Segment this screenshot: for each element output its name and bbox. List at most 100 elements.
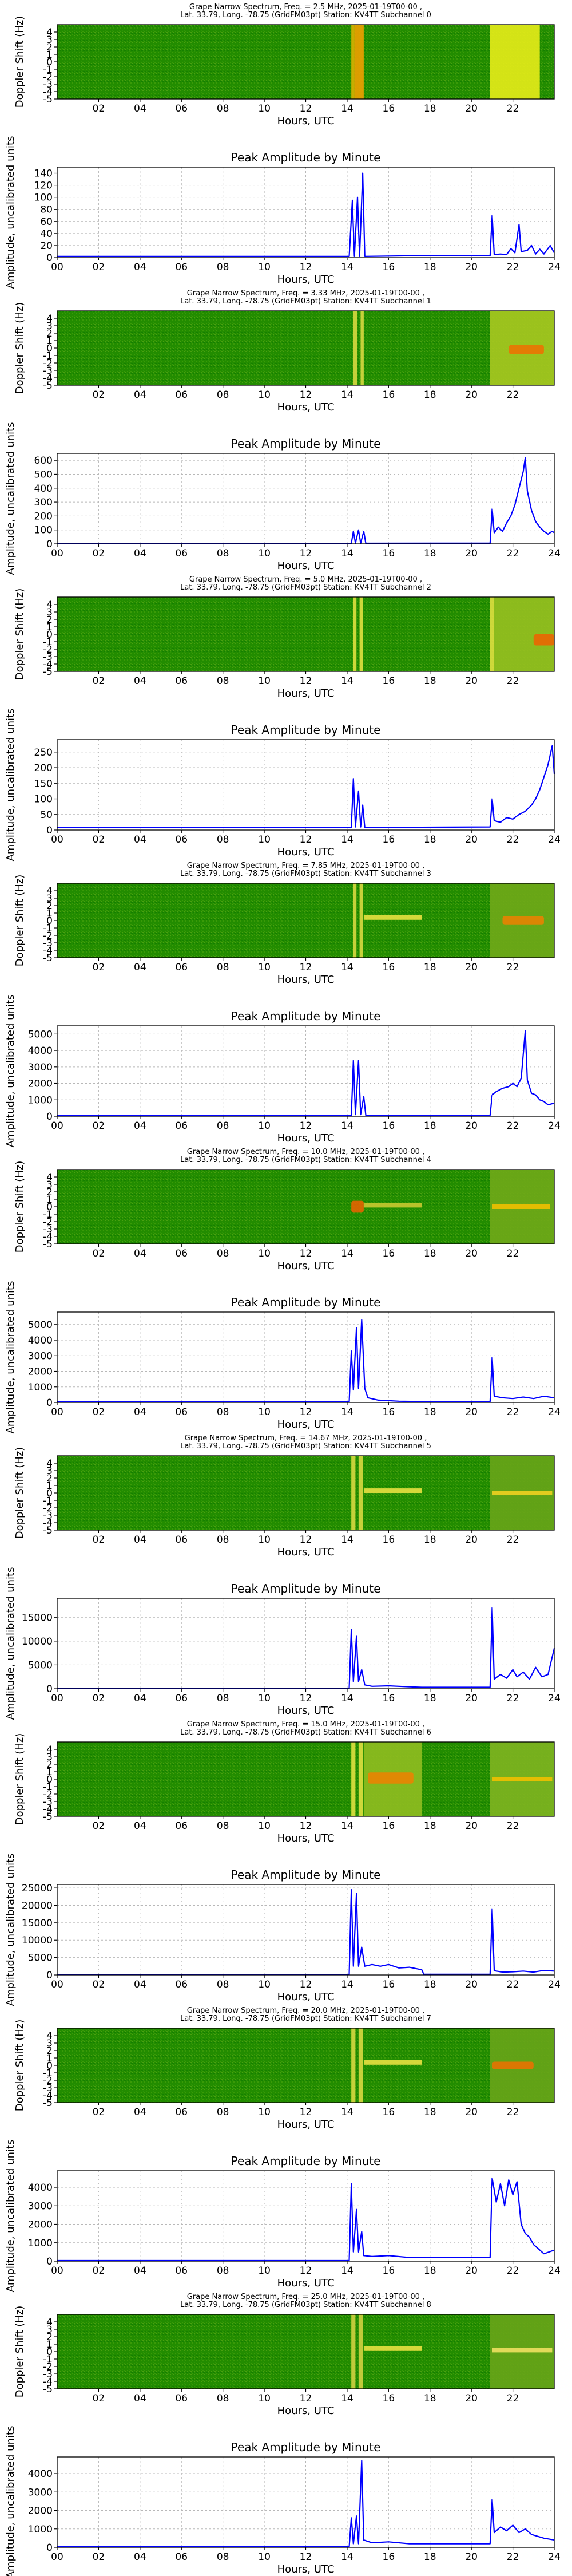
- spectrogram-activity-band: [358, 2314, 363, 2389]
- amplitude-title: Peak Amplitude by Minute: [231, 1582, 381, 1595]
- spectrogram-y-tick-label: -2: [43, 2075, 53, 2087]
- amplitude-x-tick-label: 12: [300, 834, 312, 846]
- amplitude-panel-8: Peak Amplitude by Minute 00 02 04 06 08 10 12 14…: [5, 2426, 561, 2576]
- spectrogram-y-tick-label: -4: [43, 2090, 53, 2101]
- spectrogram-title-line: Grape Narrow Spectrum, Freq. = 15.0 MHz,…: [187, 1720, 424, 1729]
- spectrogram-y-tick-label: 2: [46, 42, 53, 53]
- spectrogram-x-tick-label: 12: [300, 2393, 312, 2404]
- amplitude-title: Peak Amplitude by Minute: [231, 2440, 381, 2454]
- amplitude-x-tick-label: 16: [383, 1406, 395, 1418]
- spectrogram-y-tick-label: 1: [46, 908, 53, 919]
- amplitude-panel-1: Peak Amplitude by Minute 00 02 04 06 08 10 12 14…: [5, 422, 561, 575]
- amplitude-series-line: [57, 172, 555, 257]
- spectrogram-x-tick-label: 10: [258, 1534, 271, 1546]
- spectrogram-y-tick-label: 3: [46, 607, 53, 618]
- spectrogram-y-tick-label: -1: [43, 1209, 53, 1220]
- spectrogram-activity-band: [353, 597, 357, 671]
- amplitude-panel-7: Peak Amplitude by Minute 00 02 04 06 08 10 12 14…: [5, 2140, 561, 2293]
- spectrogram-y-tick-label: 4: [46, 599, 53, 611]
- spectrogram-x-tick-label: 04: [134, 675, 146, 687]
- spectrogram-y-tick-label: 1: [46, 1480, 53, 1492]
- amplitude-y-tick-label: 5000: [28, 1660, 53, 1671]
- spectrogram-background: [57, 883, 554, 958]
- amplitude-frame: [57, 1884, 555, 1976]
- amplitude-y-tick-label: 0: [46, 1970, 53, 1981]
- spectrogram-x-tick-label: 06: [175, 103, 188, 114]
- amplitude-x-tick-label: 16: [383, 1693, 395, 1704]
- amplitude-y-tick-label: 100: [34, 794, 53, 805]
- spectrogram-y-tick-label: 4: [46, 1172, 53, 1183]
- amplitude-frame: [57, 167, 555, 258]
- spectrogram-doppler-trace: [363, 1203, 422, 1208]
- amplitude-x-tick-label: 08: [217, 1979, 229, 1990]
- spectrogram-x-tick-label: 06: [175, 675, 188, 687]
- spectrogram-x-tick-label: 16: [383, 2107, 395, 2118]
- spectrogram-x-tick-label: 10: [258, 1248, 271, 1259]
- spectrogram-x-tick-label: 18: [424, 2107, 436, 2118]
- amplitude-y-label: Amplitude, uncalibrated units: [5, 1854, 17, 2006]
- amplitude-x-tick-label: 06: [175, 1406, 188, 1418]
- spectrogram-y-tick-label: 0: [46, 2346, 53, 2358]
- spectrogram-x-tick-label: 04: [134, 1820, 146, 1832]
- amplitude-x-tick-label: 10: [258, 1979, 271, 1990]
- spectrogram-y-tick-label: -2: [43, 72, 53, 83]
- spectrogram-y-tick-label: -1: [43, 637, 53, 648]
- amplitude-y-tick-label: 200: [34, 762, 53, 774]
- spectrogram-doppler-trace: [492, 1204, 550, 1209]
- amplitude-x-tick-label: 00: [51, 1693, 63, 1704]
- spectrogram-x-tick-label: 12: [300, 962, 312, 973]
- amplitude-y-label: Amplitude, uncalibrated units: [5, 709, 17, 862]
- amplitude-x-tick-label: 10: [258, 262, 271, 273]
- spectrogram-y-tick-label: 3: [46, 321, 53, 332]
- amplitude-x-tick-label: 18: [424, 834, 436, 846]
- amplitude-x-tick-label: 14: [341, 1979, 353, 1990]
- spectrogram-y-tick-label: -5: [43, 953, 53, 964]
- spectrogram-x-tick-label: 22: [507, 1820, 519, 1832]
- amplitude-y-tick-label: 80: [40, 204, 53, 216]
- spectrogram-x-tick-label: 16: [383, 1534, 395, 1546]
- amplitude-panel-2: Peak Amplitude by Minute 00 02 04 06 08 10 12 14…: [5, 709, 561, 862]
- amplitude-y-tick-label: 200: [34, 511, 53, 522]
- spectrogram-y-tick-label: -3: [43, 2369, 53, 2380]
- spectrogram-y-tick-label: -2: [43, 644, 53, 655]
- amplitude-x-tick-label: 04: [134, 834, 146, 846]
- amplitude-x-tick-label: 16: [383, 2551, 395, 2563]
- spectrogram-activity-band: [351, 1742, 356, 1816]
- spectrogram-panel-3: Grape Narrow Spectrum, Freq. = 7.85 MHz,…: [14, 862, 555, 986]
- spectrogram-background: [57, 2028, 554, 2103]
- amplitude-y-label: Amplitude, uncalibrated units: [5, 1281, 17, 1434]
- spectrogram-x-tick-label: 02: [93, 1534, 105, 1546]
- amplitude-x-tick-label: 18: [424, 1979, 436, 1990]
- amplitude-y-tick-label: 3000: [28, 2200, 53, 2212]
- amplitude-title: Peak Amplitude by Minute: [231, 151, 381, 164]
- spectrogram-x-tick-label: 02: [93, 675, 105, 687]
- spectrogram-x-label: Hours, UTC: [277, 1546, 335, 1558]
- spectrogram-x-tick-label: 18: [424, 1534, 436, 1546]
- spectrogram-doppler-trace: [492, 2348, 553, 2353]
- amplitude-x-tick-label: 12: [300, 1693, 312, 1704]
- spectrogram-x-tick-label: 08: [217, 675, 229, 687]
- amplitude-y-tick-label: 1000: [28, 2238, 53, 2249]
- spectrogram-y-tick-label: 3: [46, 2038, 53, 2049]
- spectrogram-x-tick-label: 22: [507, 1534, 519, 1546]
- spectrogram-x-tick-label: 18: [424, 1248, 436, 1259]
- spectrogram-activity-band: [351, 1456, 356, 1530]
- spectrogram-y-tick-label: -4: [43, 373, 53, 384]
- amplitude-y-tick-label: 40: [40, 228, 53, 240]
- spectrogram-y-tick-label: -1: [43, 2354, 53, 2365]
- amplitude-x-tick-label: 00: [51, 1120, 63, 1132]
- spectrogram-x-tick-label: 12: [300, 103, 312, 114]
- spectrogram-x-tick-label: 08: [217, 962, 229, 973]
- amplitude-series-line: [57, 1889, 555, 1976]
- amplitude-y-tick-label: 50: [40, 809, 53, 821]
- spectrogram-x-label: Hours, UTC: [277, 115, 335, 127]
- spectrogram-x-tick-label: 08: [217, 389, 229, 401]
- spectrogram-y-tick-label: 4: [46, 27, 53, 38]
- spectrogram-title-line: Lat. 33.79, Long. -78.75 (GridFM03pt) St…: [180, 870, 431, 878]
- spectrogram-y-tick-label: -3: [43, 1224, 53, 1235]
- amplitude-title: Peak Amplitude by Minute: [231, 1295, 381, 1309]
- spectrogram-activity-band: [353, 311, 358, 385]
- spectrogram-y-tick-label: 0: [46, 1202, 53, 1213]
- amplitude-title: Peak Amplitude by Minute: [231, 437, 381, 451]
- amplitude-y-tick-label: 25000: [22, 1883, 53, 1894]
